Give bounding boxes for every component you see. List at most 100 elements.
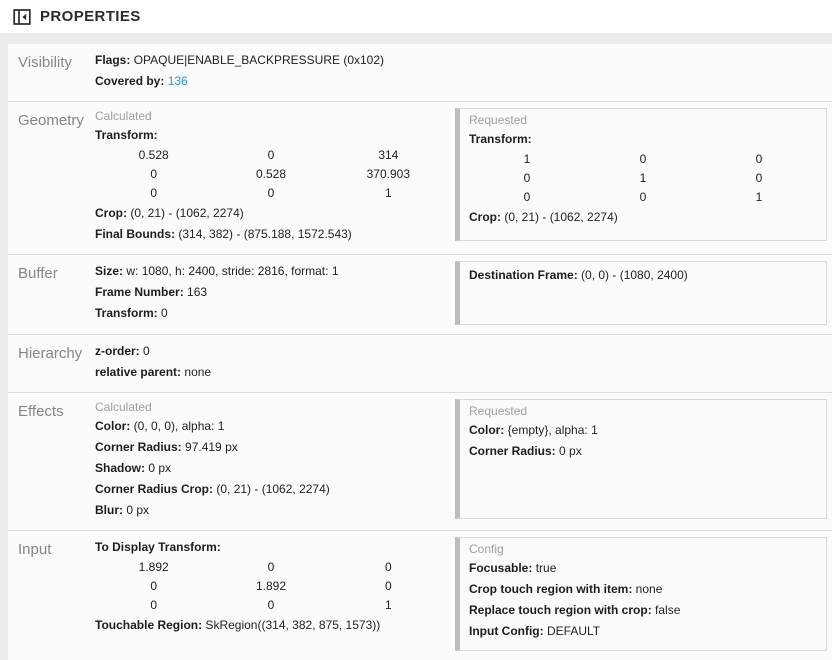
covered-by-link[interactable]: 136 [167, 74, 188, 88]
buffer-transform-line: Transform: 0 [95, 303, 445, 324]
requested-transform-matrix: 1 0 0 0 1 0 0 0 1 [469, 150, 817, 207]
field-label: Corner Radius: [95, 440, 182, 454]
field-value: DEFAULT [546, 624, 601, 638]
section-hierarchy: Hierarchy z-order: 0 relative parent: no… [8, 334, 832, 392]
input-config-line: Input Config: DEFAULT [469, 621, 817, 642]
field-label: Focusable: [469, 561, 533, 575]
relative-parent-line: relative parent: none [95, 362, 822, 383]
covered-by-line: Covered by: 136 [95, 71, 822, 92]
requested-tag: Requested [469, 113, 528, 127]
properties-panel-icon [13, 8, 31, 25]
field-value: none [635, 582, 663, 596]
matrix-cell: 0 [639, 152, 647, 166]
field-label: Shadow: [95, 461, 145, 475]
matrix-cell: 0 [150, 186, 157, 200]
corner-radius-line: Corner Radius: 0 px [469, 441, 817, 462]
section-effects: Effects Calculated Color: (0, 0, 0), alp… [8, 392, 832, 530]
field-value: (314, 382) - (875.188, 1572.543) [178, 227, 352, 241]
field-label: Blur: [95, 503, 123, 517]
transform-label: Transform: [95, 128, 158, 142]
field-label: Crop touch region with item: [469, 582, 633, 596]
calculated-transform-matrix: 0.528 0 314 0 0.528 370.903 0 0 1 [95, 146, 447, 203]
field-label: Input Config: [469, 624, 544, 638]
replace-touch-region-line: Replace touch region with crop: false [469, 600, 817, 621]
matrix-cell: 0 [755, 171, 763, 185]
field-value: 0 px [559, 444, 582, 458]
focusable-line: Focusable: true [469, 558, 817, 579]
section-input: Input To Display Transform: 1.892 0 0 0 … [8, 530, 832, 660]
effects-requested-card: Requested Color: {empty}, alpha: 1 Corne… [455, 399, 827, 519]
color-line: Color: {empty}, alpha: 1 [469, 420, 817, 441]
field-label: Touchable Region: [95, 618, 203, 632]
field-label: Covered by: [95, 74, 165, 88]
matrix-cell: 0 [267, 598, 275, 612]
field-value: (0, 0) - (1080, 2400) [581, 268, 688, 282]
matrix-cell: 1 [523, 152, 531, 166]
config-tag: Config [469, 542, 504, 556]
size-line: Size: w: 1080, h: 2400, stride: 2816, fo… [95, 261, 445, 282]
visibility-content: Flags: OPAQUE|ENABLE_BACKPRESSURE (0x102… [95, 50, 832, 92]
field-value: true [535, 561, 557, 575]
matrix-cell: 0 [267, 148, 275, 162]
field-label: Destination Frame: [469, 268, 578, 282]
field-value: OPAQUE|ENABLE_BACKPRESSURE (0x102) [133, 53, 385, 67]
frame-number-line: Frame Number: 163 [95, 282, 445, 303]
field-value: SkRegion((314, 382, 875, 1573)) [205, 618, 381, 632]
z-order-line: z-order: 0 [95, 341, 822, 362]
hierarchy-content: z-order: 0 relative parent: none [95, 341, 832, 383]
section-label-geometry: Geometry [18, 112, 84, 129]
corner-radius-line: Corner Radius: 97.419 px [95, 437, 445, 458]
matrix-cell: 0 [384, 579, 392, 593]
transform-label: Transform: [469, 132, 532, 146]
geometry-calculated-group: Calculated Transform: 0.528 0 314 0 0.52… [95, 108, 455, 245]
input-content: To Display Transform: 1.892 0 0 0 1.892 … [95, 537, 455, 651]
matrix-cell: 1 [384, 598, 392, 612]
input-config-card: Config Focusable: true Crop touch region… [455, 537, 827, 651]
section-label-hierarchy: Hierarchy [18, 345, 83, 362]
to-display-transform-label: To Display Transform: [95, 540, 221, 554]
matrix-cell: 0 [150, 598, 157, 612]
effects-calculated-group: Calculated Color: (0, 0, 0), alpha: 1 Co… [95, 399, 455, 521]
field-value: none [184, 365, 212, 379]
field-label: Final Bounds: [95, 227, 175, 241]
crop-touch-region-line: Crop touch region with item: none [469, 579, 817, 600]
field-value: (0, 21) - (1062, 2274) [130, 206, 244, 220]
crop-line: Crop: (0, 21) - (1062, 2274) [95, 203, 445, 224]
field-label: Frame Number: [95, 285, 184, 299]
properties-header: PROPERTIES [0, 0, 832, 33]
field-value: w: 1080, h: 2400, stride: 2816, format: … [126, 264, 339, 278]
color-line: Color: (0, 0, 0), alpha: 1 [95, 416, 445, 437]
matrix-cell: 370.903 [366, 167, 411, 181]
shadow-line: Shadow: 0 px [95, 458, 445, 479]
to-display-transform-matrix: 1.892 0 0 0 1.892 0 0 0 1 [95, 558, 447, 615]
field-label: Corner Radius Crop: [95, 482, 214, 496]
field-value: 0 [161, 306, 168, 320]
touchable-region-line: Touchable Region: SkRegion((314, 382, 87… [95, 615, 445, 636]
properties-card: Visibility Flags: OPAQUE|ENABLE_BACKPRES… [8, 44, 832, 660]
field-value: 0 px [126, 503, 150, 517]
field-label: Color: [469, 423, 505, 437]
blur-line: Blur: 0 px [95, 500, 445, 521]
calculated-tag: Calculated [95, 109, 152, 123]
section-label-visibility: Visibility [18, 54, 72, 71]
matrix-cell: 1 [639, 171, 647, 185]
matrix-cell: 0 [267, 186, 275, 200]
matrix-cell: 314 [378, 148, 399, 162]
section-label-effects: Effects [18, 403, 64, 420]
matrix-cell: 0.528 [138, 148, 169, 162]
destination-frame-line: Destination Frame: (0, 0) - (1080, 2400) [469, 265, 817, 286]
requested-tag: Requested [469, 404, 528, 418]
matrix-cell: 0 [267, 560, 275, 574]
calculated-tag: Calculated [95, 400, 152, 414]
matrix-cell: 1.892 [138, 560, 169, 574]
buffer-requested-card: Destination Frame: (0, 0) - (1080, 2400) [455, 261, 827, 325]
field-value: 0 px [148, 461, 172, 475]
field-label: Transform: [95, 306, 158, 320]
field-value: {empty}, alpha: 1 [507, 423, 598, 437]
section-visibility: Visibility Flags: OPAQUE|ENABLE_BACKPRES… [8, 44, 832, 101]
crop-line: Crop: (0, 21) - (1062, 2274) [469, 207, 817, 228]
field-label: Replace touch region with crop: [469, 603, 652, 617]
field-value: 163 [187, 285, 208, 299]
page-title: PROPERTIES [40, 8, 141, 25]
matrix-cell: 0.528 [255, 167, 286, 181]
